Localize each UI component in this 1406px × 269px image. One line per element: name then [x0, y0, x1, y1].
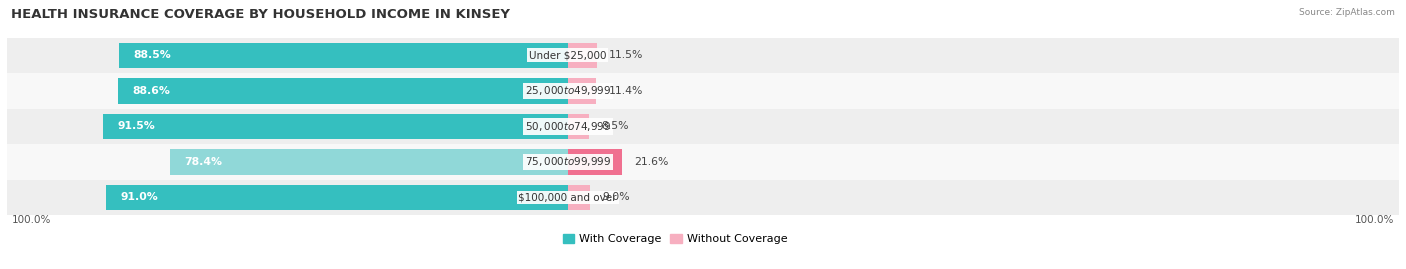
Text: 8.5%: 8.5%	[602, 121, 628, 132]
Text: 9.0%: 9.0%	[602, 193, 630, 203]
Bar	[170, 149, 568, 175]
Bar	[118, 43, 568, 68]
Bar	[105, 185, 568, 210]
Bar	[568, 149, 621, 175]
Text: $100,000 and over: $100,000 and over	[519, 193, 617, 203]
Bar	[568, 43, 596, 68]
Text: 100.0%: 100.0%	[11, 214, 51, 225]
Text: 11.5%: 11.5%	[609, 50, 643, 60]
Text: $25,000 to $49,999: $25,000 to $49,999	[524, 84, 610, 97]
Bar	[103, 114, 568, 139]
Text: HEALTH INSURANCE COVERAGE BY HOUSEHOLD INCOME IN KINSEY: HEALTH INSURANCE COVERAGE BY HOUSEHOLD I…	[11, 8, 510, 21]
Text: 100.0%: 100.0%	[1355, 214, 1395, 225]
Bar	[7, 38, 1399, 73]
Bar	[7, 180, 1399, 215]
Text: Under $25,000: Under $25,000	[529, 50, 606, 60]
Bar	[568, 114, 589, 139]
Bar	[568, 78, 596, 104]
Legend: With Coverage, Without Coverage: With Coverage, Without Coverage	[558, 229, 792, 249]
Bar	[7, 109, 1399, 144]
Text: 91.5%: 91.5%	[118, 121, 156, 132]
Text: 88.5%: 88.5%	[134, 50, 170, 60]
Bar	[118, 78, 568, 104]
Text: 91.0%: 91.0%	[121, 193, 157, 203]
Bar	[7, 144, 1399, 180]
Bar	[7, 73, 1399, 109]
Text: 78.4%: 78.4%	[184, 157, 222, 167]
Text: $75,000 to $99,999: $75,000 to $99,999	[524, 155, 610, 168]
Bar	[568, 185, 591, 210]
Text: 11.4%: 11.4%	[609, 86, 643, 96]
Text: 88.6%: 88.6%	[132, 86, 170, 96]
Text: Source: ZipAtlas.com: Source: ZipAtlas.com	[1299, 8, 1395, 17]
Text: 21.6%: 21.6%	[634, 157, 668, 167]
Text: $50,000 to $74,999: $50,000 to $74,999	[524, 120, 610, 133]
